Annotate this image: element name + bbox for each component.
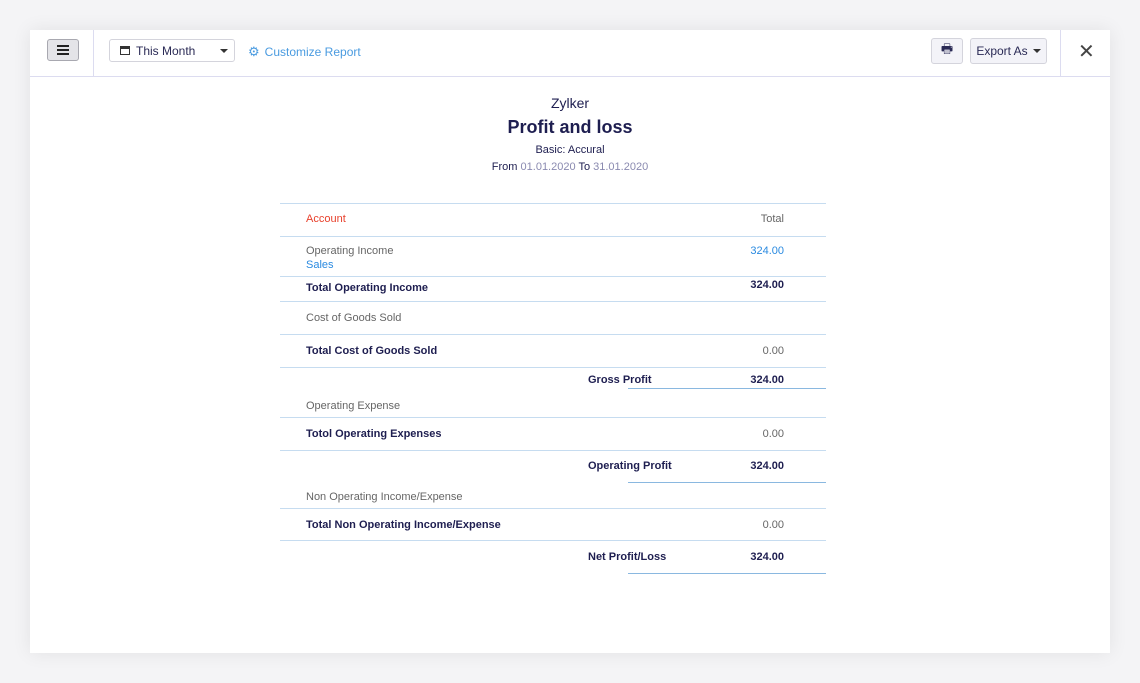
export-label: Export As [976,44,1028,58]
period-value: This Month [136,43,196,58]
report-title: Profit and loss [507,117,633,137]
customize-report-link[interactable]: ⚙ Customize Report [248,44,361,60]
divider [280,508,826,509]
total-operating-income-value: 324.00 [750,279,784,291]
chevron-down-icon [220,49,228,53]
divider [280,540,826,541]
company-name: Zylker [550,95,590,111]
net-profit-value: 324.00 [750,551,784,563]
to-date: 31.01.2020 [593,161,649,173]
period-dropdown[interactable]: This Month [109,39,235,62]
account-sales-link[interactable]: Sales [306,259,334,271]
from-label: From [491,161,518,173]
report-basis: Basic: Accural [535,144,605,156]
total-cogs-label: Total Cost of Goods Sold [306,345,438,357]
divider [280,450,826,451]
divider [280,276,826,277]
hamburger-icon [57,45,69,47]
divider [280,367,826,368]
divider [1060,30,1061,76]
divider [280,301,826,302]
toolbar: This Month ⚙ Customize Report 🖶 Export A… [30,30,1110,77]
to-label: To [578,161,591,173]
total-operating-income-label: Total Operating Income [306,282,429,294]
report-panel: This Month ⚙ Customize Report 🖶 Export A… [30,30,1110,653]
divider [628,573,826,574]
divider [628,482,826,483]
section-non-operating: Non Operating Income/Expense [306,491,463,503]
calendar-icon [120,46,130,55]
section-cogs: Cost of Goods Sold [306,312,402,324]
divider [280,417,826,418]
total-non-operating-value: 0.00 [762,519,784,531]
gross-profit-label: Gross Profit [588,374,652,386]
divider [93,30,94,76]
total-operating-expenses-label: Totol Operating Expenses [306,428,442,440]
export-button[interactable]: Export As [970,38,1047,64]
total-header: Total [760,213,784,225]
divider [628,388,826,389]
from-date: 01.01.2020 [520,161,576,173]
close-icon[interactable]: ✕ [1078,41,1095,63]
hamburger-icon [57,49,69,51]
net-profit-label: Net Profit/Loss [588,551,667,563]
menu-button[interactable] [47,39,79,61]
sales-value-link[interactable]: 324.00 [750,245,784,257]
print-button[interactable]: 🖶 [931,38,963,64]
divider [280,236,826,237]
gross-profit-value: 324.00 [750,374,784,386]
total-cogs-value: 0.00 [762,345,784,357]
account-header: Account [306,213,346,225]
divider [280,203,826,204]
operating-profit-value: 324.00 [750,460,784,472]
customize-label: Customize Report [264,45,361,59]
hamburger-icon [57,53,69,55]
section-operating-income: Operating Income [306,245,394,257]
operating-profit-label: Operating Profit [588,460,672,472]
printer-icon: 🖶 [940,41,954,56]
total-operating-expenses-value: 0.00 [762,428,784,440]
divider [280,334,826,335]
gear-icon: ⚙ [248,44,260,59]
date-range: From 01.01.2020 To 31.01.2020 [30,161,1110,173]
section-operating-expense: Operating Expense [306,400,401,412]
total-non-operating-label: Total Non Operating Income/Expense [306,519,501,531]
chevron-down-icon [1032,49,1041,53]
